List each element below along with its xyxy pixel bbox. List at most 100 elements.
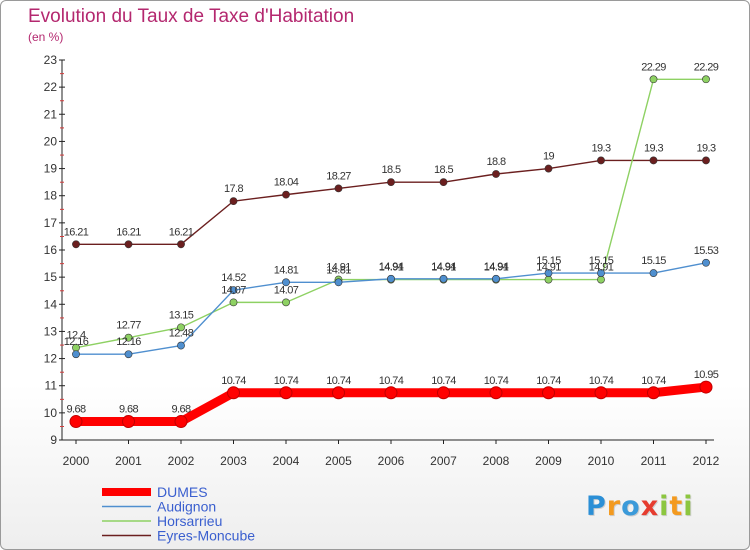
legend-entry: Eyres-Moncube [157, 528, 255, 544]
data-label: 14.91 [589, 262, 614, 274]
data-label: 18.04 [274, 177, 299, 189]
data-point [282, 298, 290, 307]
data-label: 18.5 [434, 164, 453, 176]
chart-title: Evolution du Taux de Taxe d'Habitation [28, 6, 355, 27]
data-point [282, 190, 290, 199]
proxiti-logo: Proxiti [586, 491, 694, 522]
data-point [384, 386, 398, 400]
data-point [594, 386, 608, 400]
data-label: 12.4 [66, 330, 85, 342]
x-tick-label: 2004 [273, 454, 300, 468]
x-tick-label: 2000 [63, 454, 90, 468]
data-label: 10.74 [589, 375, 614, 387]
data-point [124, 333, 133, 342]
data-label: 9.68 [119, 404, 138, 416]
x-tick-label: 2005 [325, 454, 352, 468]
x-tick-label: 2008 [483, 454, 510, 468]
x-tick-label: 2002 [168, 454, 195, 468]
data-label: 19 [543, 151, 555, 163]
data-label: 12.16 [116, 336, 141, 348]
logo-letter: i [659, 491, 670, 522]
data-label: 14.81 [274, 264, 299, 276]
y-tick-label: 18 [44, 189, 58, 203]
y-tick-label: 9 [50, 433, 57, 447]
x-tick-label: 2007 [430, 454, 457, 468]
data-point [332, 386, 345, 400]
data-label: 22.29 [694, 61, 719, 73]
data-label: 9.68 [171, 404, 190, 416]
data-point [649, 75, 658, 84]
data-point [229, 197, 238, 206]
data-label: 10.74 [221, 375, 246, 387]
y-tick-label: 14 [44, 297, 58, 311]
data-point [177, 240, 185, 249]
logo-letter: P [586, 491, 607, 522]
data-label: 10.74 [641, 375, 666, 387]
data-label: 14.07 [221, 284, 246, 296]
data-point [649, 156, 658, 165]
data-point [124, 240, 133, 249]
chart-subtitle: (en %) [28, 30, 64, 44]
data-point [492, 170, 500, 178]
data-label: 15.15 [641, 255, 666, 267]
data-label: 14.07 [274, 284, 299, 296]
data-point [229, 298, 238, 307]
data-point [122, 415, 135, 429]
x-tick-label: 2003 [220, 454, 247, 468]
data-label: 10.74 [274, 375, 299, 387]
data-point [544, 275, 553, 284]
data-label: 16.21 [116, 226, 141, 238]
logo-letter: i [683, 491, 694, 522]
data-point [492, 274, 500, 283]
data-point [174, 415, 188, 429]
data-label: 15.15 [589, 255, 614, 267]
data-label: 10.74 [379, 375, 404, 387]
data-point [437, 386, 450, 400]
data-point [387, 274, 395, 283]
data-point [124, 350, 133, 359]
data-point [69, 415, 83, 429]
data-label: 12.16 [64, 336, 89, 348]
series-line-horsarrieu [75, 78, 707, 349]
data-point [649, 269, 658, 277]
x-tick-label: 2006 [378, 454, 405, 468]
data-point [699, 380, 713, 394]
y-tick-label: 21 [44, 107, 58, 121]
data-point [702, 75, 710, 84]
data-label: 10.74 [326, 375, 351, 387]
y-tick-label: 16 [44, 243, 58, 257]
x-tick-label: 2009 [535, 454, 562, 468]
data-label: 16.21 [64, 226, 89, 238]
x-tick-label: 2012 [693, 454, 720, 468]
data-point [439, 178, 448, 187]
data-label: 14.94 [431, 261, 456, 273]
data-point [597, 269, 605, 277]
data-label: 9.68 [66, 404, 85, 416]
data-point [544, 269, 553, 277]
data-label: 18.5 [381, 164, 400, 176]
data-label: 14.81 [326, 264, 351, 276]
data-point [647, 386, 660, 400]
y-tick-label: 13 [44, 324, 58, 338]
data-point [282, 278, 290, 287]
data-point [489, 386, 503, 400]
logo-letter: o [621, 491, 641, 522]
data-point [227, 386, 240, 400]
data-point [177, 341, 185, 350]
data-label: 14.91 [326, 262, 351, 274]
data-label: 18.8 [486, 156, 505, 168]
data-label: 18.27 [326, 170, 351, 182]
data-label: 10.74 [536, 375, 561, 387]
legend-entry: Audignon [157, 499, 216, 515]
logo-letter: t [669, 491, 684, 522]
data-label: 16.21 [169, 226, 194, 238]
data-label: 10.74 [431, 375, 456, 387]
data-label: 10.95 [694, 369, 719, 381]
data-label: 14.94 [379, 261, 404, 273]
x-tick-label: 2011 [641, 454, 667, 468]
data-point [334, 184, 343, 193]
data-label: 13.15 [169, 309, 194, 321]
data-label: 10.74 [484, 375, 509, 387]
data-label: 14.91 [431, 262, 456, 274]
